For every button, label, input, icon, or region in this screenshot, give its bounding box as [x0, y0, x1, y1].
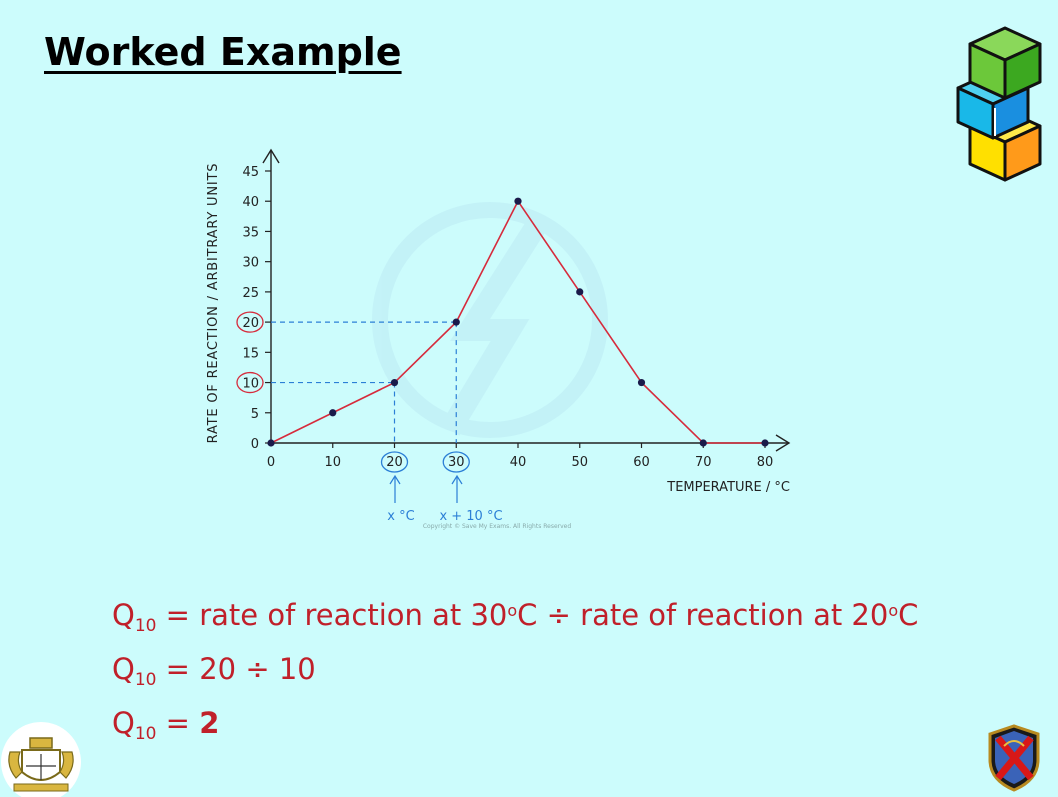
y-axis-label: RATE OF REACTION / ARBITRARY UNITS: [206, 163, 221, 444]
x-tick-label: 80: [757, 455, 774, 470]
eq1-part-a: = rate of reaction at 30: [156, 598, 508, 632]
guide-lines: [271, 321, 457, 443]
data-point: [699, 439, 707, 447]
x-tick-label: 50: [571, 455, 588, 470]
annotation-arrows: [389, 474, 463, 503]
x-tick-label: 40: [510, 455, 527, 470]
q-subscript: 10: [134, 670, 157, 690]
y-tick-label: 5: [251, 407, 259, 422]
watermark-icon: [372, 202, 608, 438]
eq2-rest: = 20 ÷ 10: [156, 652, 316, 686]
y-tick-highlight: [236, 311, 264, 333]
y-tick-label: 15: [242, 346, 259, 361]
x-tick-label: 0: [267, 455, 275, 470]
y-tick-label: 20: [242, 316, 259, 331]
y-tick-label: 35: [242, 225, 259, 240]
x-tick-highlight: [442, 451, 470, 473]
eq1-part-b: C ÷ rate of reaction at 20: [517, 598, 889, 632]
series-group: [267, 197, 769, 447]
equation-line-2: Q10 = 20 ÷ 10: [112, 652, 316, 690]
y-tick-label: 0: [251, 437, 259, 452]
equation-line-3: Q10 = 2: [112, 706, 219, 744]
data-point: [637, 378, 646, 387]
x-annotation: x °C: [387, 509, 414, 524]
y-axis-arrow-icon: [262, 148, 280, 164]
x-axis-arrow-icon: [775, 434, 791, 452]
data-point: [390, 378, 399, 387]
answer-value: 2: [199, 706, 220, 740]
x-tick-label: 70: [695, 455, 712, 470]
shield-logo-icon: [988, 724, 1040, 792]
x-tick-label: 10: [324, 455, 341, 470]
x-plus-annotation: x + 10 °C: [439, 509, 502, 524]
x-tick-label: 20: [386, 455, 403, 470]
equation-line-1: Q10 = rate of reaction at 30oC ÷ rate of…: [112, 598, 918, 636]
eq1-part-c: C: [898, 598, 919, 632]
line-chart: 0 10 20 30 40 50 60 70 80 0 5 10 15 20 25 30 35 40 45 TEMP…: [206, 148, 791, 530]
x-axis-label: TEMPERATURE / °C: [666, 480, 790, 495]
data-point: [576, 288, 584, 296]
data-point: [267, 439, 275, 447]
eq1-degree: o: [507, 601, 518, 620]
y-tick-label: 25: [242, 286, 259, 301]
cubes-logo-icon: [956, 26, 1042, 182]
school-crest-icon: [1, 722, 81, 797]
tick-group: 0 10 20 30 40 50 60 70 80 0 5 10 15 20 25 30 35 40 45: [236, 165, 774, 473]
x-tick-label: 60: [633, 455, 650, 470]
x-plus-arrow-icon: [451, 474, 463, 485]
x-arrow-icon: [389, 474, 401, 485]
y-tick-label: 10: [242, 377, 259, 392]
q-symbol: Q: [112, 598, 135, 632]
y-tick-highlight: [236, 371, 264, 394]
y-tick-label: 45: [242, 165, 259, 180]
data-point: [329, 409, 337, 417]
slide-title: Worked Example: [44, 30, 402, 74]
q-subscript: 10: [134, 724, 157, 744]
x-tick-highlight: [380, 451, 409, 473]
copyright-text: Copyright © Save My Exams. All Rights Re…: [423, 523, 572, 530]
y-tick-label: 30: [242, 256, 259, 271]
x-tick-label: 30: [448, 455, 465, 470]
y-tick-label: 40: [242, 195, 259, 210]
data-point: [452, 318, 460, 326]
q-symbol: Q: [112, 652, 135, 686]
data-point: [514, 197, 522, 205]
eq1-degree-2: o: [888, 601, 899, 620]
q-symbol: Q: [112, 706, 135, 740]
axes: [262, 148, 791, 452]
data-point: [761, 439, 769, 447]
q-subscript: 10: [134, 616, 157, 636]
eq3-rest: =: [156, 706, 200, 740]
